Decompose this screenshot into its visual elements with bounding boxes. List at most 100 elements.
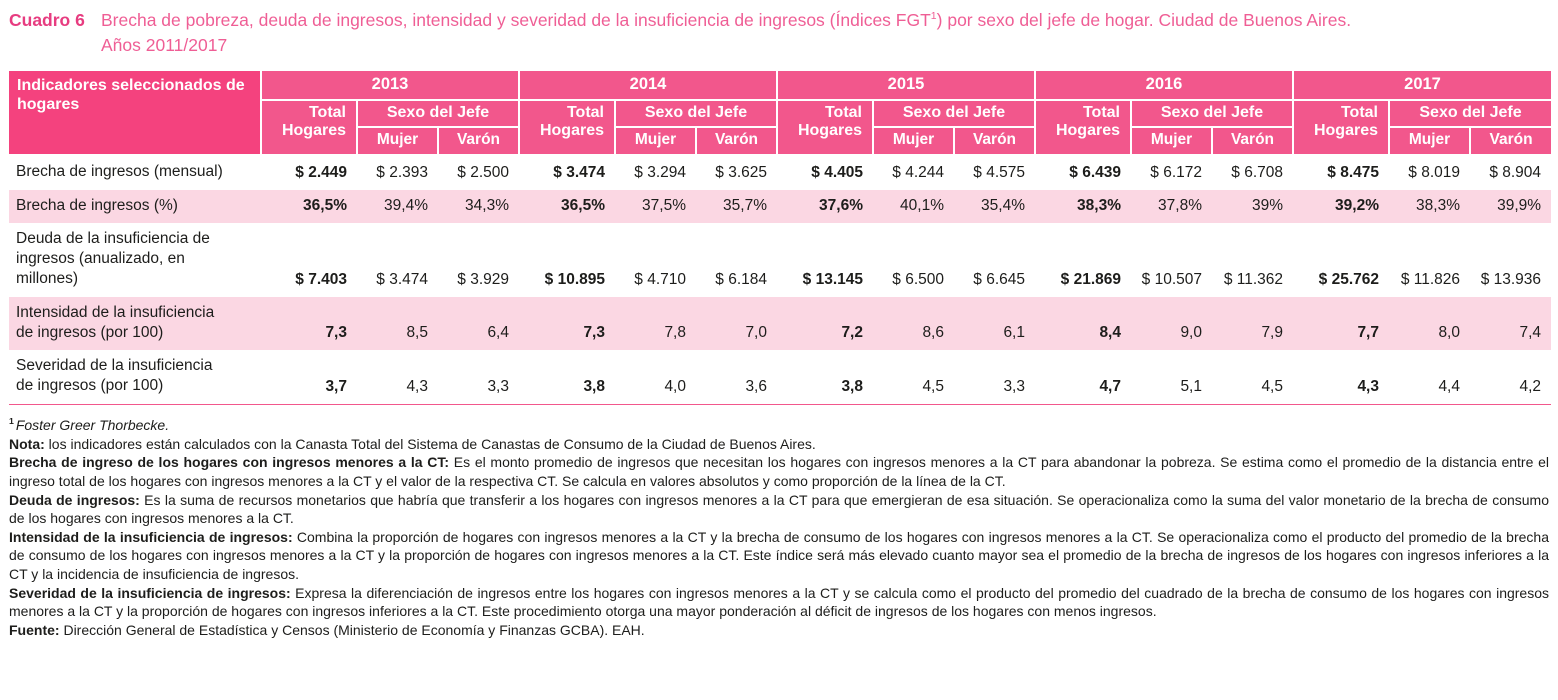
table-caption: Brecha de pobreza, deuda de ingresos, in… — [101, 8, 1351, 58]
value-cell: 4,3 — [406, 378, 428, 396]
value-cell: 4,5 — [1261, 378, 1283, 396]
value-cell: $ 6.172 — [1150, 163, 1202, 181]
table-number: Cuadro 6 — [9, 10, 85, 30]
varon-header: Varón — [1468, 125, 1552, 156]
footnote-text: Dirección General de Estadística y Censo… — [59, 621, 645, 638]
footnote-label: Intensidad de la insuficiencia de ingres… — [9, 528, 293, 545]
sexo-del-jefe-header: Sexo del Jefe — [614, 98, 778, 128]
value-cell: 35,4% — [954, 189, 1035, 224]
value-cell: $ 25.762 — [1318, 270, 1379, 288]
value-cell: $ 11.362 — [1223, 270, 1283, 288]
row-label: Deuda de la insuficiencia de ingresos (a… — [16, 230, 210, 287]
year-header: 2017 — [1291, 70, 1552, 101]
caption-text-pre: Brecha de pobreza, deuda de ingresos, in… — [101, 10, 931, 30]
value-cell: $ 6.645 — [973, 270, 1025, 288]
value-cell: 4,0 — [664, 378, 686, 396]
value-cell: $ 2.500 — [457, 163, 509, 181]
value-cell: $ 8.475 — [1327, 163, 1379, 181]
footnote-text: Es la suma de recursos monetarios que ha… — [9, 491, 1549, 527]
value-cell: 4,7 — [1099, 378, 1121, 396]
varon-header: Varón — [1211, 125, 1294, 156]
total-hogares-header: Total Hogares — [518, 98, 616, 156]
value-cell: 36,5% — [261, 189, 357, 224]
statistical-table-page: Cuadro 6 Brecha de pobreza, deuda de ing… — [9, 8, 1552, 640]
sexo-del-jefe-header: Sexo del Jefe — [1130, 98, 1294, 128]
value-cell: $ 8.019 — [1408, 163, 1460, 181]
row-label: Brecha de ingresos (%) — [9, 189, 261, 224]
value-cell: $ 13.145 — [802, 270, 863, 288]
value-cell: 39% — [1212, 189, 1293, 224]
value-cell: 36,5% — [519, 189, 615, 224]
footnote-text: Es el monto promedio de ingresos que nec… — [9, 454, 1549, 489]
value-cell: 35,7% — [696, 189, 777, 224]
mujer-header: Mujer — [1388, 125, 1471, 156]
value-cell: 8,5 — [357, 296, 438, 351]
total-hogares-header: Total Hogares — [261, 98, 358, 156]
total-hogares-header: Total Hogares — [776, 98, 874, 156]
value-cell: $ 6.708 — [1231, 163, 1283, 181]
value-cell: 7,8 — [615, 296, 696, 351]
value-cell: 9,0 — [1131, 296, 1212, 351]
footnote: 1 Foster Greer Thorbecke. — [9, 416, 1549, 435]
value-cell: 8,0 — [1389, 296, 1470, 351]
mujer-header: Mujer — [872, 125, 955, 156]
table-body: Brecha de ingresos (mensual) $ 2.449 $ 2.3… — [9, 155, 1552, 405]
footnote-text: los indicadores están calculados con la … — [44, 435, 816, 452]
footnote: Brecha de ingreso de los hogares con ing… — [9, 453, 1549, 490]
value-cell: $ 6.500 — [892, 270, 944, 288]
year-header: 2016 — [1034, 70, 1294, 101]
table-row: Brecha de ingresos (mensual) $ 2.449 $ 2.3… — [9, 155, 1551, 190]
row-label: Intensidad de la insuficiencia de ingres… — [9, 296, 261, 351]
value-cell: $ 3.474 — [376, 270, 428, 288]
value-cell: $ 13.936 — [1480, 270, 1542, 288]
table-row: Deuda de la insuficiencia de ingresos (a… — [9, 223, 1551, 296]
value-cell: 8,6 — [873, 296, 954, 351]
value-cell: 4,4 — [1438, 378, 1460, 396]
mujer-header: Mujer — [357, 125, 439, 156]
value-cell: 37,5% — [615, 189, 696, 224]
value-cell: 3,8 — [583, 378, 605, 396]
sexo-del-jefe-header: Sexo del Jefe — [872, 98, 1036, 128]
value-cell: 4,3 — [1357, 378, 1379, 396]
year-header: 2013 — [260, 70, 520, 101]
value-cell: 3,6 — [745, 378, 767, 396]
value-cell: $ 11.826 — [1400, 270, 1460, 288]
footnote-text: Foster Greer Thorbecke. — [15, 417, 170, 434]
total-hogares-header: Total Hogares — [1292, 98, 1390, 156]
value-cell: 39,4% — [357, 189, 438, 224]
value-cell: 3,3 — [487, 378, 509, 396]
caption-text-post: ) por sexo del jefe de hogar. Ciudad de … — [936, 10, 1352, 30]
value-cell: 37,8% — [1131, 189, 1212, 224]
row-label: Brecha de ingresos (mensual) — [16, 162, 223, 180]
value-cell: 7,2 — [777, 296, 873, 351]
value-cell: 3,7 — [325, 378, 347, 396]
footnote-label: Brecha de ingreso de los hogares con ing… — [9, 454, 450, 471]
value-cell: $ 3.929 — [457, 270, 509, 288]
value-cell: 7,9 — [1212, 296, 1293, 351]
value-cell: 37,6% — [777, 189, 873, 224]
value-cell: 7,4 — [1470, 296, 1552, 351]
year-header: 2015 — [776, 70, 1036, 101]
value-cell: $ 10.507 — [1141, 270, 1202, 288]
value-cell: $ 2.393 — [376, 163, 428, 181]
value-cell: $ 4.575 — [973, 163, 1025, 181]
footnote: Severidad de la insuficiencia de ingreso… — [9, 584, 1549, 621]
value-cell: 4,5 — [922, 378, 944, 396]
mujer-header: Mujer — [1130, 125, 1213, 156]
value-cell: $ 4.710 — [634, 270, 686, 288]
caption-line2: Años 2011/2017 — [101, 34, 228, 55]
value-cell: 38,3% — [1389, 189, 1470, 224]
varon-header: Varón — [437, 125, 520, 156]
value-cell: 6,1 — [954, 296, 1035, 351]
value-cell: $ 3.625 — [715, 163, 767, 181]
value-cell: 7,7 — [1293, 296, 1389, 351]
sexo-del-jefe-header: Sexo del Jefe — [356, 98, 520, 128]
year-header: 2014 — [518, 70, 778, 101]
footnote-text: Expresa la diferenciación de ingresos en… — [9, 584, 1550, 620]
value-cell: 39,9% — [1470, 189, 1552, 224]
mujer-header: Mujer — [614, 125, 697, 156]
footnote: Fuente: Dirección General de Estadística… — [9, 621, 1549, 640]
value-cell: $ 8.904 — [1489, 163, 1542, 181]
value-cell: $ 3.474 — [553, 163, 605, 181]
value-cell: $ 4.405 — [811, 163, 863, 181]
